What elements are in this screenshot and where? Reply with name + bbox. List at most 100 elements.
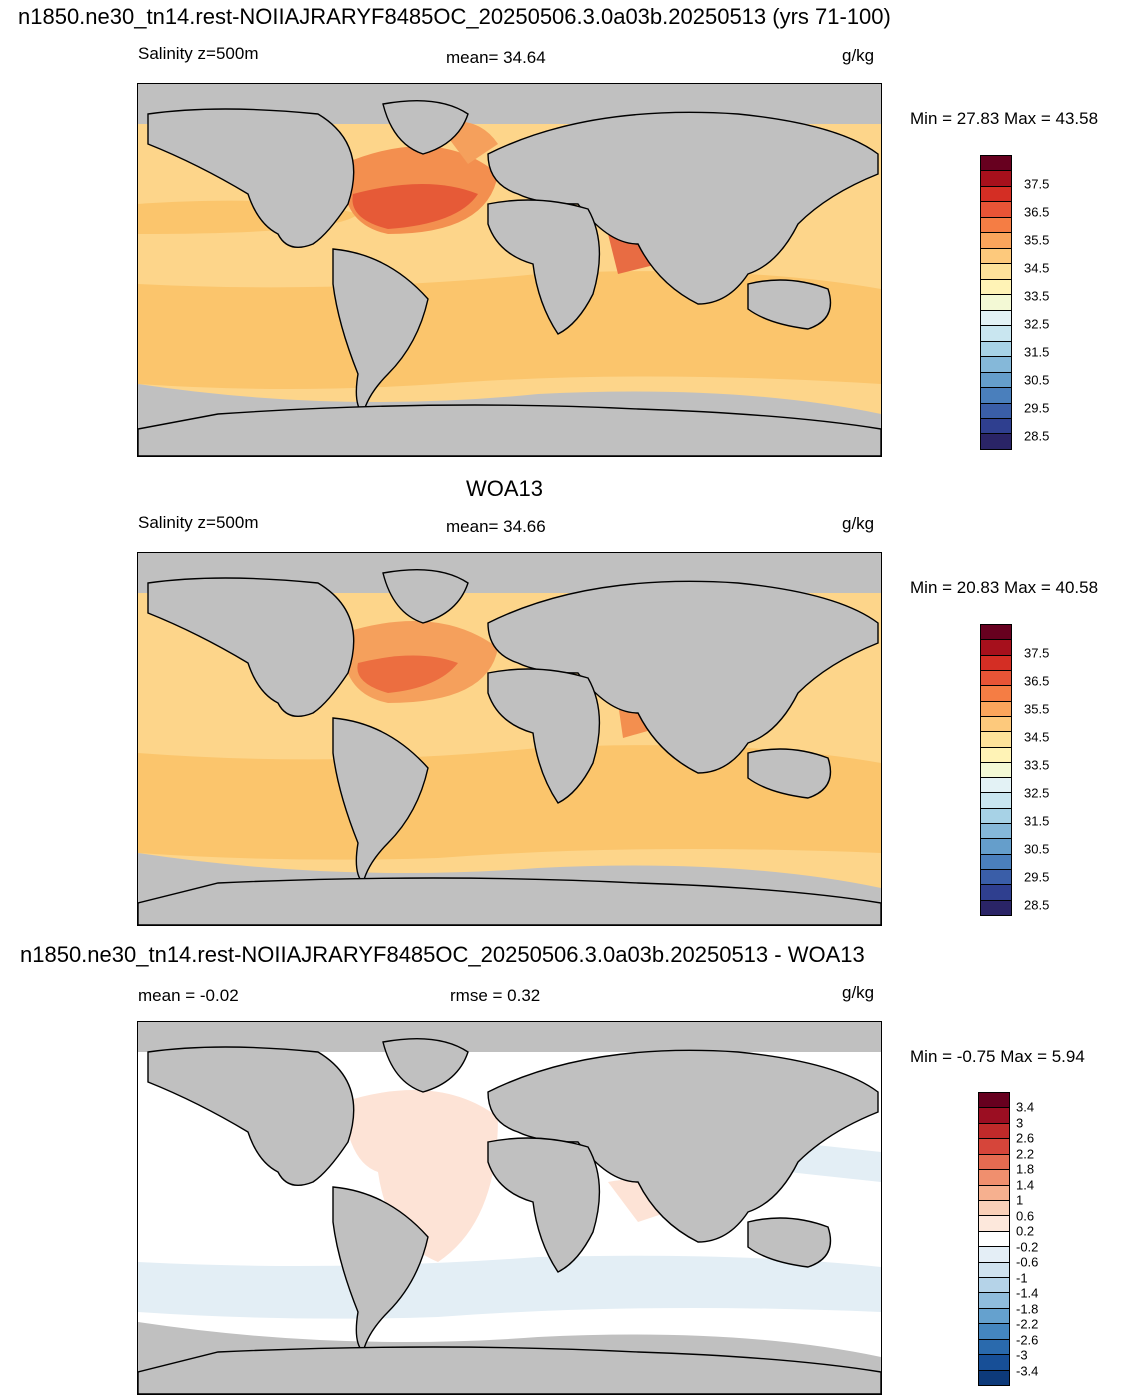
panel2-units: g/kg <box>842 514 875 533</box>
panel2-variable-label: Salinity z=500m <box>138 513 259 532</box>
colorbar-swatch <box>981 625 1011 641</box>
panel3-cb-label: -0.2 <box>1016 1239 1039 1255</box>
colorbar-swatch <box>979 1231 1009 1248</box>
colorbar-swatch <box>979 1170 1009 1186</box>
panel2-cb-label: 35.5 <box>1024 701 1050 717</box>
panel1-cb-label: 35.5 <box>1024 232 1050 248</box>
panel2-cb-label: 30.5 <box>1024 841 1050 857</box>
panel1-cb-label: 34.5 <box>1024 260 1050 276</box>
panel2-colorbar <box>980 624 1012 916</box>
colorbar-swatch <box>981 870 1011 886</box>
panel1-minmax: Min = 27.83 Max = 43.58 <box>910 109 1099 128</box>
panel1-cb-label: 31.5 <box>1024 344 1050 360</box>
panel1-cb-label: 30.5 <box>1024 372 1050 388</box>
panel2-cb-label: 36.5 <box>1024 673 1050 689</box>
panel1-title: n1850.ne30_tn14.rest-NOIIAJRARYF8485OC_2… <box>18 4 891 29</box>
colorbar-swatch <box>979 1108 1009 1124</box>
colorbar-swatch <box>981 885 1011 901</box>
colorbar-swatch <box>981 686 1011 702</box>
panel3-cb-label: -1 <box>1016 1270 1028 1286</box>
colorbar-swatch <box>981 264 1011 280</box>
panel1-colorbar <box>980 155 1012 450</box>
colorbar-swatch <box>981 434 1011 449</box>
panel2-cb-label: 31.5 <box>1024 813 1050 829</box>
panel1-cb-label: 28.5 <box>1024 428 1050 444</box>
panel3-cb-label: 2.2 <box>1016 1146 1035 1162</box>
colorbar-swatch <box>981 778 1011 794</box>
panel2-cb-label: 32.5 <box>1024 785 1050 801</box>
panel1-cb-label: 29.5 <box>1024 400 1050 416</box>
colorbar-swatch <box>981 295 1011 311</box>
panel3-map-svg <box>138 1022 881 1394</box>
colorbar-swatch <box>979 1247 1009 1263</box>
panel2-cb-label: 34.5 <box>1024 729 1050 745</box>
panel3-title: n1850.ne30_tn14.rest-NOIIAJRARYF8485OC_2… <box>20 942 865 967</box>
panel2-mean: mean= 34.66 <box>446 517 546 536</box>
panel3-cb-label: 1.8 <box>1016 1161 1035 1177</box>
colorbar-swatch <box>979 1216 1009 1232</box>
panel2-title: WOA13 <box>466 476 544 501</box>
panel3-cb-label: -1.8 <box>1016 1301 1039 1317</box>
colorbar-swatch <box>981 233 1011 249</box>
colorbar-swatch <box>981 747 1011 763</box>
panel1-map-svg <box>138 84 881 456</box>
colorbar-swatch <box>981 388 1011 404</box>
panel1-mean: mean= 34.64 <box>446 48 546 67</box>
panel3-cb-label: -0.6 <box>1016 1254 1039 1270</box>
panel3-cb-label: -3 <box>1016 1347 1028 1363</box>
panel3-mean: mean = -0.02 <box>138 986 239 1005</box>
panel3-colorbar-labels: 3.4 3 2.6 2.2 1.8 1.4 1 0.6 0.2 -0.2 -0.… <box>1016 1092 1056 1386</box>
panel1-colorbar-labels: 37.5 36.5 35.5 34.5 33.5 32.5 31.5 30.5 … <box>1024 155 1064 450</box>
colorbar-swatch <box>979 1185 1009 1201</box>
panel2-cb-label: 29.5 <box>1024 869 1050 885</box>
panel2-cb-label: 28.5 <box>1024 897 1050 913</box>
colorbar-swatch <box>979 1123 1009 1140</box>
colorbar-swatch <box>979 1278 1009 1294</box>
colorbar-swatch <box>979 1370 1009 1386</box>
colorbar-swatch <box>981 640 1011 656</box>
panel3-cb-label: -2.2 <box>1016 1316 1039 1332</box>
colorbar-swatch <box>981 655 1011 671</box>
panel3-colorbar <box>978 1092 1010 1386</box>
colorbar-swatch <box>981 403 1011 419</box>
colorbar-swatch <box>979 1093 1009 1109</box>
panel3-units: g/kg <box>842 983 875 1002</box>
panel3-cb-label: 0.6 <box>1016 1208 1035 1224</box>
colorbar-swatch <box>979 1293 1009 1309</box>
panel1-cb-label: 32.5 <box>1024 316 1050 332</box>
colorbar-swatch <box>979 1200 1009 1217</box>
colorbar-swatch <box>979 1355 1009 1371</box>
panel2-minmax: Min = 20.83 Max = 40.58 <box>910 578 1099 597</box>
panel3-cb-label: -3.4 <box>1016 1363 1039 1379</box>
colorbar-swatch <box>979 1324 1009 1340</box>
panel1-units: g/kg <box>842 46 875 65</box>
colorbar-swatch <box>979 1139 1009 1155</box>
panel3-cb-label: 1.4 <box>1016 1177 1035 1193</box>
panel2-cb-label: 37.5 <box>1024 645 1050 661</box>
colorbar-swatch <box>981 357 1011 373</box>
colorbar-swatch <box>981 824 1011 840</box>
panel1-cb-label: 36.5 <box>1024 204 1050 220</box>
panel1-variable-label: Salinity z=500m <box>138 44 259 63</box>
colorbar-swatch <box>981 808 1011 825</box>
colorbar-swatch <box>981 670 1011 687</box>
colorbar-swatch <box>979 1339 1009 1356</box>
panel3-cb-label: -1.4 <box>1016 1285 1039 1301</box>
colorbar-swatch <box>981 854 1011 870</box>
colorbar-swatch <box>981 701 1011 717</box>
panel3-cb-label: 3.4 <box>1016 1099 1035 1115</box>
panel2-map-svg <box>138 553 881 925</box>
panel2-colorbar-labels: 37.5 36.5 35.5 34.5 33.5 32.5 31.5 30.5 … <box>1024 624 1064 916</box>
panel3-map <box>137 1021 882 1395</box>
panel3-minmax: Min = -0.75 Max = 5.94 <box>910 1047 1085 1066</box>
colorbar-swatch <box>981 900 1011 915</box>
panel3-cb-label: 0.2 <box>1016 1223 1035 1239</box>
colorbar-swatch <box>979 1154 1009 1171</box>
colorbar-swatch <box>981 279 1011 296</box>
colorbar-swatch <box>979 1262 1009 1279</box>
colorbar-swatch <box>981 839 1011 855</box>
panel3-cb-label: 2.6 <box>1016 1130 1035 1146</box>
colorbar-swatch <box>981 171 1011 187</box>
colorbar-swatch <box>981 217 1011 234</box>
colorbar-swatch <box>981 202 1011 218</box>
